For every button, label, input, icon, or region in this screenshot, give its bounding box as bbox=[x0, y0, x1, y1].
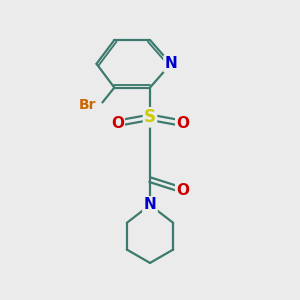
Text: O: O bbox=[176, 116, 189, 131]
Text: O: O bbox=[111, 116, 124, 131]
Text: Br: Br bbox=[79, 98, 96, 112]
Text: N: N bbox=[144, 197, 156, 212]
Text: O: O bbox=[176, 183, 189, 198]
Text: S: S bbox=[144, 108, 156, 126]
Text: N: N bbox=[144, 197, 156, 212]
Text: N: N bbox=[164, 56, 177, 71]
